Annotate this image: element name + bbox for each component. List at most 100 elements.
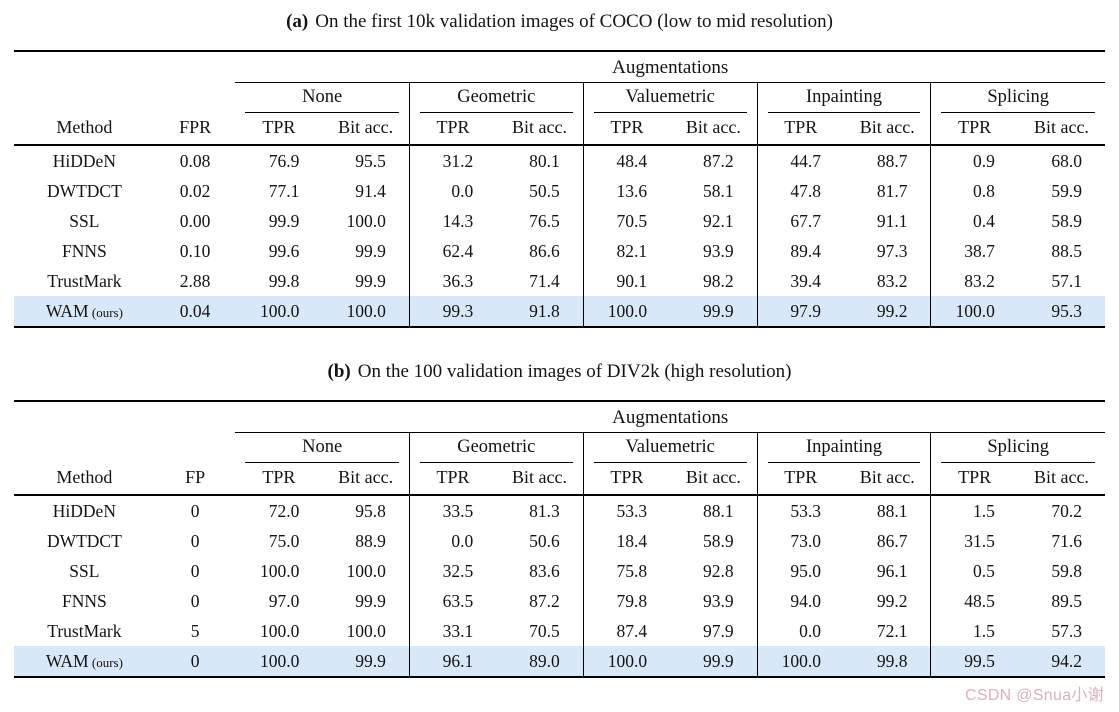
method-column-header: Method	[14, 113, 155, 146]
tpr-value-cell: 38.7	[930, 236, 1018, 266]
method-name: WAM	[45, 300, 89, 321]
fpr-value-cell: 0	[190, 500, 200, 521]
bit-acc-value-cell: 59.9	[1051, 180, 1082, 201]
tpr-value-cell: 0.8	[930, 176, 1018, 206]
method-cell: FNNS	[14, 586, 155, 616]
bit-acc-value-cell: 95.5	[355, 150, 386, 171]
bit-acc-value-cell: 87.2	[529, 590, 560, 611]
tpr-value-cell: 75.8	[582, 556, 671, 586]
bit-acc-value-cell: 92.8	[702, 560, 734, 581]
table-row-dwtdct: DWTDCT 0 75.0 88.9 0.0 50.6 18.4 58.9 73.0 86.7 31…	[14, 526, 1105, 556]
tpr-value-cell: 44.7	[756, 145, 845, 176]
results-table-div2k: Augmentations None Geometric Valuemetric Inp…	[14, 400, 1105, 678]
bit-acc-value-cell: 96.1	[876, 560, 908, 581]
tpr-value-cell: 95.0	[756, 556, 845, 586]
bit-acc-value-cell: 68.0	[1051, 150, 1082, 171]
tpr-value-cell: 47.8	[756, 176, 845, 206]
tpr-column-header: TPR	[235, 113, 323, 146]
bit-acc-column-header: Bit acc.	[670, 463, 758, 496]
augmentations-header-row: Augmentations	[14, 51, 1105, 83]
method-cell: DWTDCT	[14, 526, 155, 556]
bit-acc-column-header: Bit acc.	[1017, 463, 1105, 496]
tpr-value-cell: 0.0	[756, 616, 845, 646]
tpr-value-cell: 31.2	[408, 145, 497, 176]
table-row-trustmark: TrustMark 5 100.0 100.0 33.1 70.5 87.4 97.9 0.0 7…	[14, 616, 1105, 646]
table-row-ssl: SSL 0 100.0 100.0 32.5 83.6 75.8 92.8 95.0 96.1 0.…	[14, 556, 1105, 586]
tpr-value-cell: 0.4	[930, 206, 1018, 236]
tpr-value-cell: 100.0	[260, 560, 300, 581]
tpr-column-header: TPR	[930, 113, 1018, 146]
tpr-value-cell: 67.7	[756, 206, 845, 236]
fpr-value-cell: 0	[154, 646, 236, 677]
tpr-value-cell: 94.0	[756, 586, 845, 616]
group-header-label: None	[245, 83, 399, 113]
bit-acc-column-header: Bit acc.	[844, 113, 931, 146]
tpr-value-cell: 83.2	[930, 266, 1018, 296]
tpr-value-cell: 13.6	[582, 176, 671, 206]
table-row-hidden: HiDDeN 0.08 76.9 95.5 31.2 80.1 48.4 87.2 44.7 88…	[14, 145, 1105, 176]
tpr-value-cell: 0.0	[408, 176, 497, 206]
spacer-cell	[14, 401, 235, 433]
spacer-cell	[14, 51, 235, 83]
bit-acc-value-cell: 58.9	[702, 530, 734, 551]
method-name: SSL	[69, 210, 100, 231]
tpr-value-cell: 99.6	[268, 240, 300, 261]
tpr-value-cell: 53.3	[756, 495, 845, 526]
bit-acc-column-header: Bit acc.	[322, 113, 410, 146]
bit-acc-column-header: Bit acc.	[670, 113, 758, 146]
augmentations-header-row: Augmentations	[14, 401, 1105, 433]
bit-acc-value-cell: 89.5	[1051, 590, 1082, 611]
group-header-label: Inpainting	[767, 433, 921, 463]
group-header-row: None Geometric Valuemetric Inpainting Splici…	[14, 432, 1105, 463]
tpr-value-cell: 97.9	[756, 296, 845, 327]
group-header-inpainting: Inpainting	[756, 432, 931, 463]
tpr-value-cell: 87.4	[582, 616, 671, 646]
tpr-value-cell: 32.5	[408, 556, 497, 586]
fpr-column-header: FP	[154, 463, 236, 496]
method-cell: WAM (ours)	[14, 296, 155, 327]
tpr-column-header: TPR	[408, 113, 497, 146]
table-b-caption: (b) On the 100 validation images of DIV2k…	[14, 359, 1105, 385]
method-name: SSL	[69, 560, 100, 581]
paper-page: (a) On the first 10k validation images of…	[14, 11, 1105, 678]
tpr-value-cell: 89.4	[756, 236, 845, 266]
method-cell: TrustMark	[14, 616, 155, 646]
bit-acc-value-cell: 88.7	[876, 150, 908, 171]
tpr-value-cell: 53.3	[582, 495, 671, 526]
bit-acc-value-cell: 100.0	[322, 296, 410, 327]
bit-acc-value-cell: 100.0	[346, 620, 386, 641]
bit-acc-value-cell: 99.2	[844, 296, 931, 327]
bit-acc-column-header: Bit acc.	[1017, 113, 1105, 146]
results-table-coco: Augmentations None Geometric Valuemetric Inp…	[14, 50, 1105, 328]
tpr-value-cell: 100.0	[235, 296, 323, 327]
tpr-value-cell: 100.0	[260, 620, 300, 641]
fpr-value-cell: 0	[190, 530, 200, 551]
bit-acc-value-cell: 91.1	[876, 210, 908, 231]
bit-acc-value-cell: 86.7	[876, 530, 908, 551]
bit-acc-value-cell: 88.1	[876, 500, 908, 521]
csdn-watermark: CSDN @Snua小谢	[965, 687, 1104, 704]
column-header-row: Method FPR TPR Bit acc. TPR Bit acc. TPR Bit ac…	[14, 113, 1105, 146]
bit-acc-value-cell: 59.8	[1051, 560, 1082, 581]
tpr-value-cell: 31.5	[930, 526, 1018, 556]
bit-acc-value-cell: 81.7	[876, 180, 908, 201]
bit-acc-value-cell: 97.9	[702, 620, 734, 641]
bit-acc-value-cell: 99.2	[876, 590, 908, 611]
bit-acc-value-cell: 91.4	[355, 180, 386, 201]
bit-acc-value-cell: 71.6	[1051, 530, 1082, 551]
tpr-value-cell: 77.1	[268, 180, 300, 201]
bit-acc-value-cell: 80.1	[529, 150, 560, 171]
tpr-value-cell: 96.1	[408, 646, 497, 677]
group-header-label: Splicing	[941, 83, 1095, 113]
tpr-value-cell: 1.5	[930, 616, 1018, 646]
tpr-value-cell: 0.5	[930, 556, 1018, 586]
tpr-value-cell: 14.3	[408, 206, 497, 236]
bit-acc-value-cell: 99.8	[844, 646, 931, 677]
method-cell: TrustMark	[14, 266, 155, 296]
bit-acc-value-cell: 93.9	[702, 590, 734, 611]
tpr-value-cell: 70.5	[582, 206, 671, 236]
bit-acc-value-cell: 58.1	[702, 180, 734, 201]
table-row-dwtdct: DWTDCT 0.02 77.1 91.4 0.0 50.5 13.6 58.1 47.8 81.…	[14, 176, 1105, 206]
method-cell: FNNS	[14, 236, 155, 266]
fpr-value-cell: 0.10	[179, 240, 211, 261]
